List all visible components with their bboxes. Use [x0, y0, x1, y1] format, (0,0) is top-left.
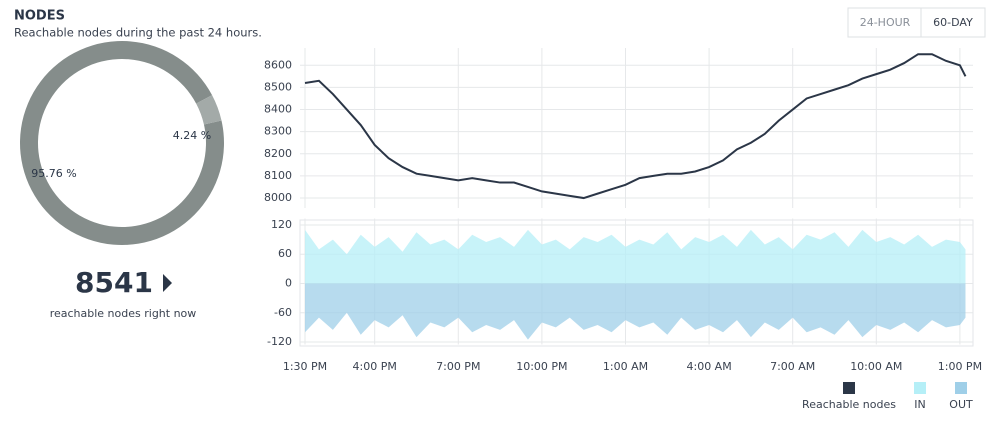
range-button[interactable]: 60-DAY: [933, 16, 973, 29]
y-tick-label: 8500: [264, 80, 292, 93]
legend-label: OUT: [949, 398, 973, 411]
y-tick-label: 8300: [264, 125, 292, 138]
x-tick-label: 1:00 PM: [938, 360, 982, 373]
legend-label: IN: [914, 398, 925, 411]
donut-slice: [196, 95, 222, 125]
legend-label: Reachable nodes: [802, 398, 896, 411]
x-tick-label: 4:00 AM: [686, 360, 731, 373]
x-tick-label: 7:00 PM: [436, 360, 480, 373]
donut-slice: [20, 41, 225, 246]
y-tick-label: 8100: [264, 169, 292, 182]
y-tick-label: 8600: [264, 58, 292, 71]
y-tick-label: -120: [267, 335, 292, 348]
node-caption: reachable nodes right now: [50, 307, 197, 320]
traffic-area: [305, 283, 966, 340]
legend-swatch: [914, 382, 926, 394]
panel-subtitle: Reachable nodes during the past 24 hours…: [14, 26, 262, 40]
x-tick-label: 10:00 AM: [850, 360, 902, 373]
button-group: [847, 7, 986, 38]
node-line: [304, 53, 967, 200]
traffic-area: [305, 229, 966, 284]
y-tick-label: 0: [285, 277, 292, 290]
x-tick-label: 10:00 PM: [516, 360, 567, 373]
x-tick-label: 1:00 AM: [603, 360, 648, 373]
slice-label: 4.24 %: [173, 129, 211, 142]
x-tick-label: 4:00 PM: [353, 360, 397, 373]
x-tick-label: 1:30 PM: [283, 360, 327, 373]
y-tick-label: 8000: [264, 191, 292, 204]
slice-label: 95.76 %: [31, 167, 76, 180]
node-count: 8541: [75, 266, 153, 299]
arrow-icon[interactable]: [163, 274, 172, 292]
y-tick-label: 120: [271, 218, 292, 231]
legend-swatch: [843, 382, 855, 394]
y-tick-label: 8200: [264, 147, 292, 160]
x-tick-label: 7:00 AM: [770, 360, 815, 373]
y-tick-label: -60: [274, 306, 292, 319]
y-tick-label: 60: [278, 247, 292, 260]
panel-title: NODES: [14, 9, 65, 24]
range-button[interactable]: 24-HOUR: [860, 16, 911, 29]
y-tick-label: 8400: [264, 103, 292, 116]
legend-swatch: [955, 382, 967, 394]
